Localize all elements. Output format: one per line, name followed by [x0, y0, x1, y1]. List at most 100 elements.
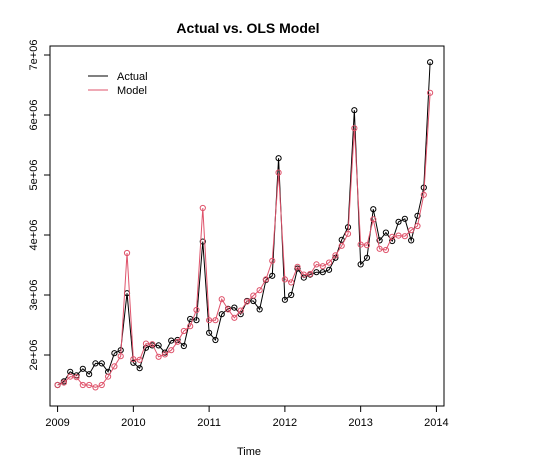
x-axis-label: Time — [237, 446, 261, 458]
x-tick-label: 2010 — [121, 417, 145, 429]
data-point-model — [193, 306, 200, 314]
series-line-model — [57, 92, 431, 388]
data-point-actual — [357, 261, 364, 268]
data-point-model — [224, 306, 232, 313]
data-point-model — [155, 353, 162, 360]
data-point-model — [168, 347, 175, 354]
data-point-model — [338, 242, 345, 249]
data-point-model — [218, 296, 225, 303]
x-tick-label: 2012 — [273, 417, 297, 429]
data-point-model — [86, 381, 93, 389]
data-point-model — [376, 245, 383, 252]
data-point-model — [357, 241, 364, 248]
y-tick-label: 4e+06 — [28, 220, 40, 251]
data-point-actual — [212, 336, 219, 344]
data-point-actual — [79, 365, 86, 372]
data-point-model — [123, 249, 131, 257]
data-point-model — [161, 351, 169, 358]
data-point-actual — [325, 266, 333, 273]
data-point-model — [275, 169, 282, 176]
series-layer — [54, 59, 434, 391]
data-point-actual — [256, 306, 263, 313]
data-point-actual — [199, 238, 206, 245]
data-point-model — [174, 338, 181, 345]
data-point-model — [117, 353, 124, 360]
data-point-actual — [86, 371, 93, 378]
data-point-actual — [313, 269, 320, 276]
data-point-model — [104, 373, 112, 380]
data-point-model — [427, 89, 434, 96]
data-point-model — [199, 204, 206, 212]
data-point-model — [269, 257, 276, 264]
data-point-actual — [275, 155, 282, 162]
data-point-model — [180, 327, 187, 335]
data-point-model — [187, 323, 194, 330]
data-point-actual — [193, 317, 200, 324]
data-point-actual — [427, 59, 434, 66]
data-point-model — [288, 279, 295, 286]
data-point-actual — [376, 237, 383, 244]
y-tick-label: 3e+06 — [28, 280, 40, 311]
data-point-model — [142, 340, 150, 347]
data-point-model — [250, 292, 257, 299]
data-point-model — [420, 191, 427, 198]
data-point-actual — [92, 360, 99, 367]
x-tick-label: 2009 — [45, 417, 69, 429]
data-point-model — [79, 381, 86, 389]
data-point-actual — [130, 359, 137, 366]
data-point-actual — [363, 254, 371, 261]
data-point-actual — [319, 269, 326, 276]
y-axis: 2e+06 3e+06 4e+06 5e+06 6e+06 7e+06 — [28, 40, 50, 370]
data-point-actual — [206, 329, 213, 336]
data-point-model — [395, 232, 402, 239]
data-point-model — [325, 259, 333, 266]
data-point-model — [212, 317, 219, 324]
y-tick-label: 5e+06 — [28, 160, 40, 191]
x-tick-label: 2014 — [424, 417, 448, 429]
x-axis: 2009 2010 2011 2012 2013 2014 — [45, 406, 449, 429]
data-point-model — [389, 233, 396, 240]
data-point-actual — [414, 212, 421, 219]
series-line-actual — [57, 62, 431, 386]
data-point-model — [332, 252, 339, 259]
data-point-model — [98, 381, 105, 389]
data-point-model — [363, 242, 371, 249]
data-point-model — [294, 263, 301, 270]
data-point-model — [73, 374, 80, 381]
data-point-model — [92, 384, 99, 391]
data-point-actual — [231, 304, 238, 311]
data-point-model — [149, 341, 156, 348]
legend: Actual Model — [88, 71, 148, 97]
data-point-model — [136, 356, 143, 363]
y-tick-label: 7e+06 — [28, 40, 40, 71]
data-point-model — [67, 373, 74, 380]
data-point-model — [206, 317, 213, 324]
data-point-model — [237, 307, 244, 314]
data-point-actual — [168, 337, 175, 344]
data-point-model — [231, 314, 238, 321]
data-point-model — [370, 216, 377, 223]
data-point-actual — [288, 291, 295, 299]
data-point-model — [130, 356, 137, 363]
data-point-model — [319, 263, 326, 270]
data-point-actual — [136, 365, 143, 372]
data-point-actual — [73, 372, 80, 379]
data-point-actual — [142, 344, 150, 351]
legend-label-actual: Actual — [117, 71, 148, 83]
data-point-actual — [180, 342, 187, 350]
data-point-model — [307, 270, 314, 278]
data-point-actual — [155, 342, 162, 349]
data-point-actual — [395, 218, 402, 225]
data-point-actual — [281, 296, 288, 303]
data-point-model — [408, 227, 415, 234]
data-point-model — [60, 379, 67, 386]
data-point-model — [300, 271, 307, 278]
data-point-model — [401, 233, 408, 240]
data-point-actual — [401, 215, 408, 222]
chart-title: Actual vs. OLS Model — [176, 20, 319, 36]
data-point-model — [243, 298, 251, 305]
data-point-model — [111, 363, 118, 370]
data-point-model — [414, 222, 421, 230]
